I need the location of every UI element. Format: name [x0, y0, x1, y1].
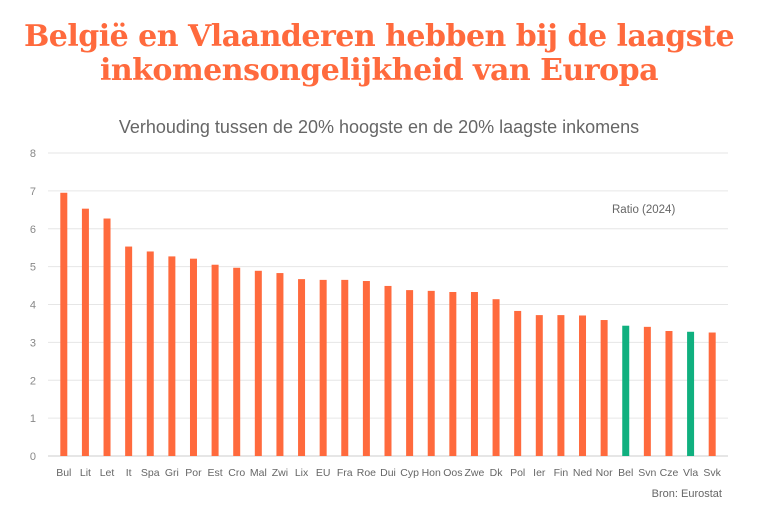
x-tick-label: Cze [660, 467, 679, 479]
bar-hon [427, 290, 435, 456]
y-tick-label: 1 [30, 413, 36, 425]
bar-gri [168, 256, 176, 456]
x-tick-label: Dk [490, 467, 504, 479]
source-note: Bron: Eurostat [651, 488, 722, 500]
y-tick-label: 7 [30, 186, 36, 198]
bar-fin [557, 315, 565, 456]
x-tick-label: Pol [510, 467, 525, 479]
bar-svn [643, 326, 651, 456]
bar-lix [298, 279, 306, 456]
bar-fra [341, 279, 349, 456]
y-tick-label: 4 [30, 300, 36, 312]
bar-eu [319, 279, 327, 456]
bar-spa [146, 251, 154, 456]
y-tick-label: 3 [30, 337, 36, 349]
bar-cze [665, 331, 673, 456]
bar-let [103, 218, 111, 456]
x-tick-label: Ned [573, 467, 592, 479]
bar-pol [514, 310, 522, 456]
y-tick-label: 8 [30, 148, 36, 160]
x-tick-label: Svn [638, 467, 656, 479]
bar-oos [449, 292, 457, 456]
x-tick-label: Lix [295, 467, 309, 479]
x-tick-label: Mal [250, 467, 267, 479]
legend-label: Ratio (2024) [612, 204, 675, 216]
bar-roe [362, 281, 370, 456]
bar-est [211, 264, 219, 456]
y-tick-label: 0 [30, 451, 36, 463]
x-tick-label: Zwi [272, 467, 288, 479]
bar-por [189, 258, 197, 456]
bar-it [125, 246, 133, 456]
bar-zwe [470, 292, 478, 456]
x-tick-label: Bel [618, 467, 633, 479]
x-tick-label: Fra [337, 467, 353, 479]
x-tick-label: Por [185, 467, 202, 479]
x-tick-label: Vla [683, 467, 698, 479]
x-tick-label: Roe [357, 467, 376, 479]
bar-ier [535, 315, 543, 456]
x-tick-label: Nor [596, 467, 613, 479]
bar-dui [384, 285, 392, 456]
bar-dk [492, 299, 500, 456]
x-tick-label: Cro [228, 467, 245, 479]
x-tick-label: Gri [165, 467, 179, 479]
x-tick-label: Cyp [400, 467, 419, 479]
bar-zwi [276, 273, 284, 456]
x-tick-label: Bul [56, 467, 71, 479]
y-tick-label: 5 [30, 262, 36, 274]
bar-nor [600, 320, 608, 456]
bar-bel [622, 325, 630, 456]
bar-cyp [406, 290, 414, 456]
x-tick-label: It [126, 467, 132, 479]
x-tick-label: Zwe [465, 467, 485, 479]
x-tick-label: Est [208, 467, 223, 479]
x-tick-label: Hon [422, 467, 441, 479]
x-tick-label: Spa [141, 467, 160, 479]
bar-cro [233, 267, 241, 456]
x-tick-label: Oos [443, 467, 462, 479]
chart-subtitle: Verhouding tussen de 20% hoogste en de 2… [118, 117, 640, 137]
x-tick-label: Dui [380, 467, 396, 479]
bar-ned [579, 315, 587, 456]
bar-svk [708, 332, 716, 456]
bar-mal [254, 270, 262, 456]
x-tick-label: EU [316, 467, 331, 479]
x-tick-label: Fin [554, 467, 569, 479]
x-tick-label: Lit [80, 467, 91, 479]
bar-lit [81, 208, 89, 456]
y-tick-label: 6 [30, 224, 36, 236]
x-tick-label: Let [100, 467, 115, 479]
y-tick-label: 2 [30, 375, 36, 387]
x-tick-label: Svk [703, 467, 721, 479]
chart-title: België en Vlaanderen hebben bij de laags… [23, 19, 735, 88]
bar-bul [60, 192, 68, 457]
bar-vla [687, 331, 695, 456]
x-tick-label: Ier [533, 467, 546, 479]
